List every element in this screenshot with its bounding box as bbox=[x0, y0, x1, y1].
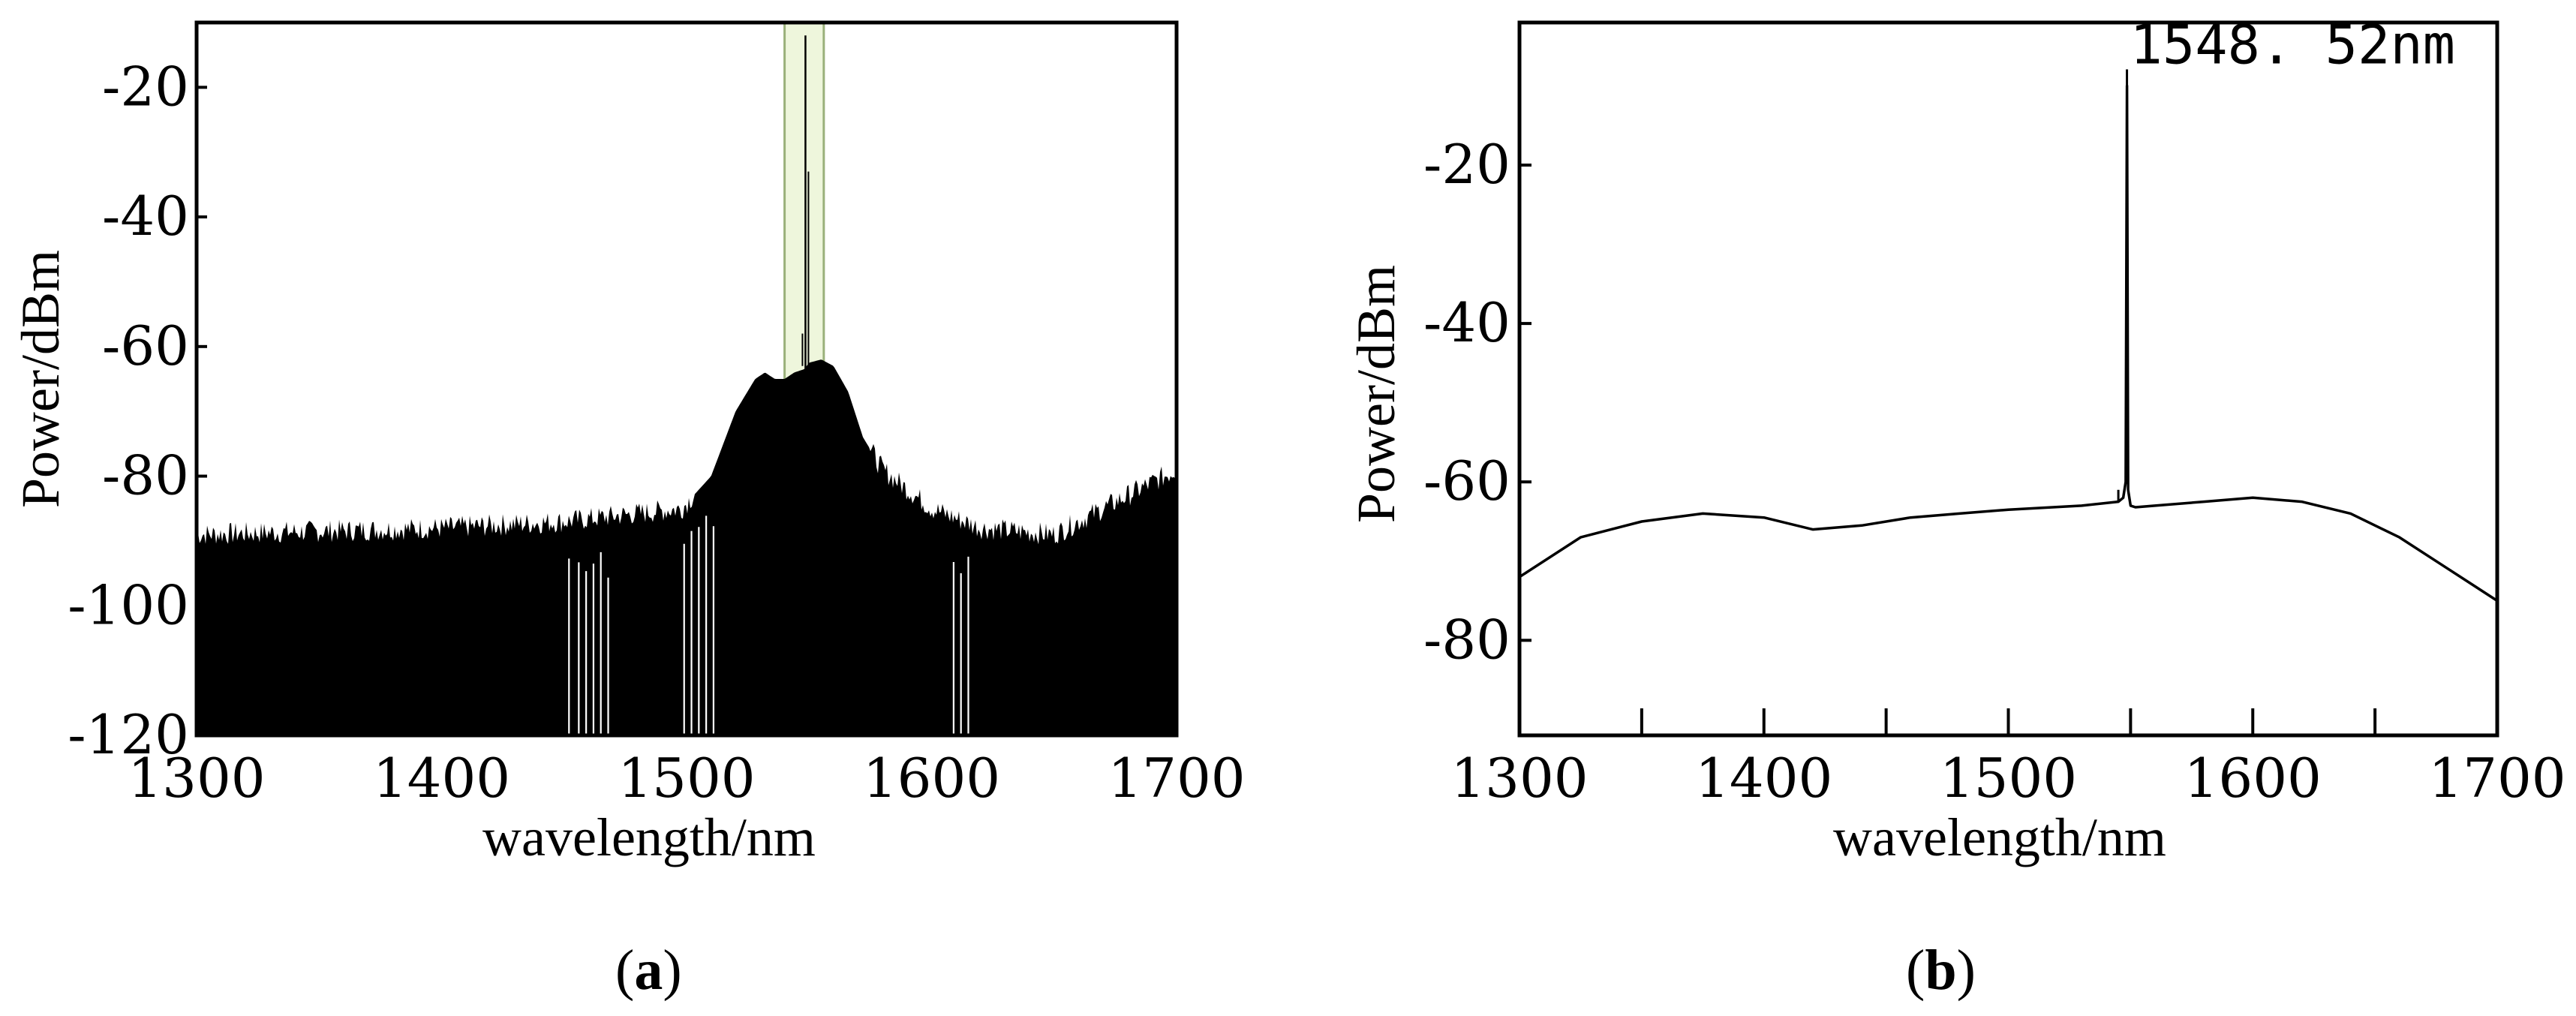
series-line bbox=[1519, 84, 2498, 603]
x-tick-label: 1300 bbox=[1450, 747, 1588, 810]
x-tick-label: 1400 bbox=[373, 747, 510, 810]
y-tick-label: -40 bbox=[1423, 291, 1510, 354]
plot-frame bbox=[1517, 20, 2499, 738]
peak-annotation: 1548. 52nm bbox=[2126, 13, 2455, 86]
panel-label-b: (b) bbox=[1906, 939, 1976, 1002]
x-tick-label: 1400 bbox=[1695, 747, 1832, 810]
y-axis: -20 -40 -60 -80 -100 -120 bbox=[68, 55, 207, 766]
x-tick-label: 1500 bbox=[1940, 747, 2077, 810]
y-tick-label: -60 bbox=[102, 314, 189, 377]
series-path bbox=[1519, 84, 2498, 603]
x-tick-label: 1300 bbox=[128, 747, 265, 810]
y-tick-label: -120 bbox=[68, 703, 189, 766]
noise-fill bbox=[197, 359, 1177, 735]
x-axis-title: wavelength/nm bbox=[482, 807, 816, 867]
plot-frame bbox=[194, 20, 1179, 738]
x-tick-label: 1600 bbox=[2184, 747, 2322, 810]
y-tick-label: -60 bbox=[1423, 449, 1510, 513]
panel-label-a: (a) bbox=[615, 939, 682, 1002]
y-axis: -20 -40 -60 -80 bbox=[1423, 133, 1531, 671]
y-tick-label: -20 bbox=[1423, 133, 1510, 196]
chart-panel-b: -20 -40 -60 -80 1300 1400 1500 1600 1700 1548. … bbox=[1346, 13, 2566, 1002]
x-tick-label: 1700 bbox=[2428, 747, 2565, 810]
x-axis-title: wavelength/nm bbox=[1833, 807, 2166, 867]
y-tick-label: -20 bbox=[102, 55, 189, 118]
y-tick-label: -80 bbox=[1423, 608, 1510, 671]
series-line bbox=[197, 35, 1177, 735]
peak-label: 1548. 52nm bbox=[2130, 13, 2455, 76]
chart-panel-a: -20 -40 -60 -80 -100 -120 1300 1400 1500 1600 170… bbox=[11, 20, 1246, 1002]
x-tick-label: 1500 bbox=[618, 747, 755, 810]
y-tick-label: -40 bbox=[102, 185, 189, 248]
y-tick-label: -80 bbox=[102, 444, 189, 507]
y-axis-title: Power/dBm bbox=[1346, 265, 1406, 523]
x-axis: 1300 1400 1500 1600 1700 bbox=[1450, 708, 2566, 810]
y-axis-title: Power/dBm bbox=[11, 250, 71, 508]
x-tick-label: 1700 bbox=[1108, 747, 1245, 810]
highlight-region bbox=[783, 21, 825, 393]
x-tick-label: 1600 bbox=[863, 747, 1000, 810]
y-tick-label: -100 bbox=[68, 573, 189, 636]
x-axis: 1300 1400 1500 1600 1700 bbox=[128, 747, 1245, 810]
